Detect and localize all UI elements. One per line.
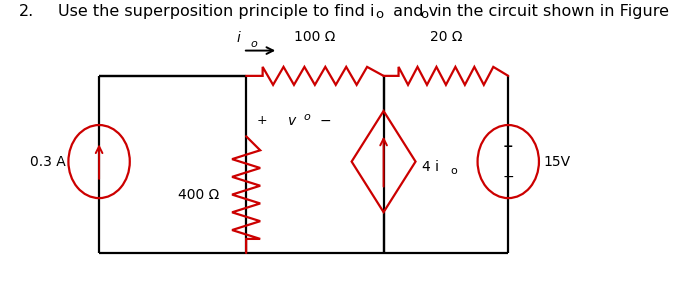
Text: Use the superposition principle to find i: Use the superposition principle to find … bbox=[57, 4, 374, 19]
Text: and v: and v bbox=[388, 4, 438, 19]
Text: +: + bbox=[503, 140, 514, 153]
Text: v: v bbox=[288, 114, 296, 128]
Text: 2.: 2. bbox=[19, 4, 34, 19]
Text: 20 Ω: 20 Ω bbox=[430, 30, 462, 44]
Text: +: + bbox=[257, 114, 267, 127]
Text: o: o bbox=[251, 39, 258, 49]
Text: o: o bbox=[451, 166, 458, 176]
Text: i: i bbox=[237, 31, 240, 45]
Text: 100 Ω: 100 Ω bbox=[294, 30, 335, 44]
Text: o: o bbox=[421, 8, 429, 21]
Text: −: − bbox=[320, 114, 331, 128]
Text: 0.3 A: 0.3 A bbox=[30, 155, 66, 169]
Text: 15V: 15V bbox=[543, 155, 570, 169]
Text: o: o bbox=[375, 8, 383, 21]
Text: in the circuit shown in Figure: in the circuit shown in Figure bbox=[431, 4, 668, 19]
Text: −: − bbox=[503, 170, 514, 184]
Text: 400 Ω: 400 Ω bbox=[178, 188, 219, 201]
Text: 4 i: 4 i bbox=[422, 160, 439, 174]
Text: o: o bbox=[304, 112, 310, 122]
